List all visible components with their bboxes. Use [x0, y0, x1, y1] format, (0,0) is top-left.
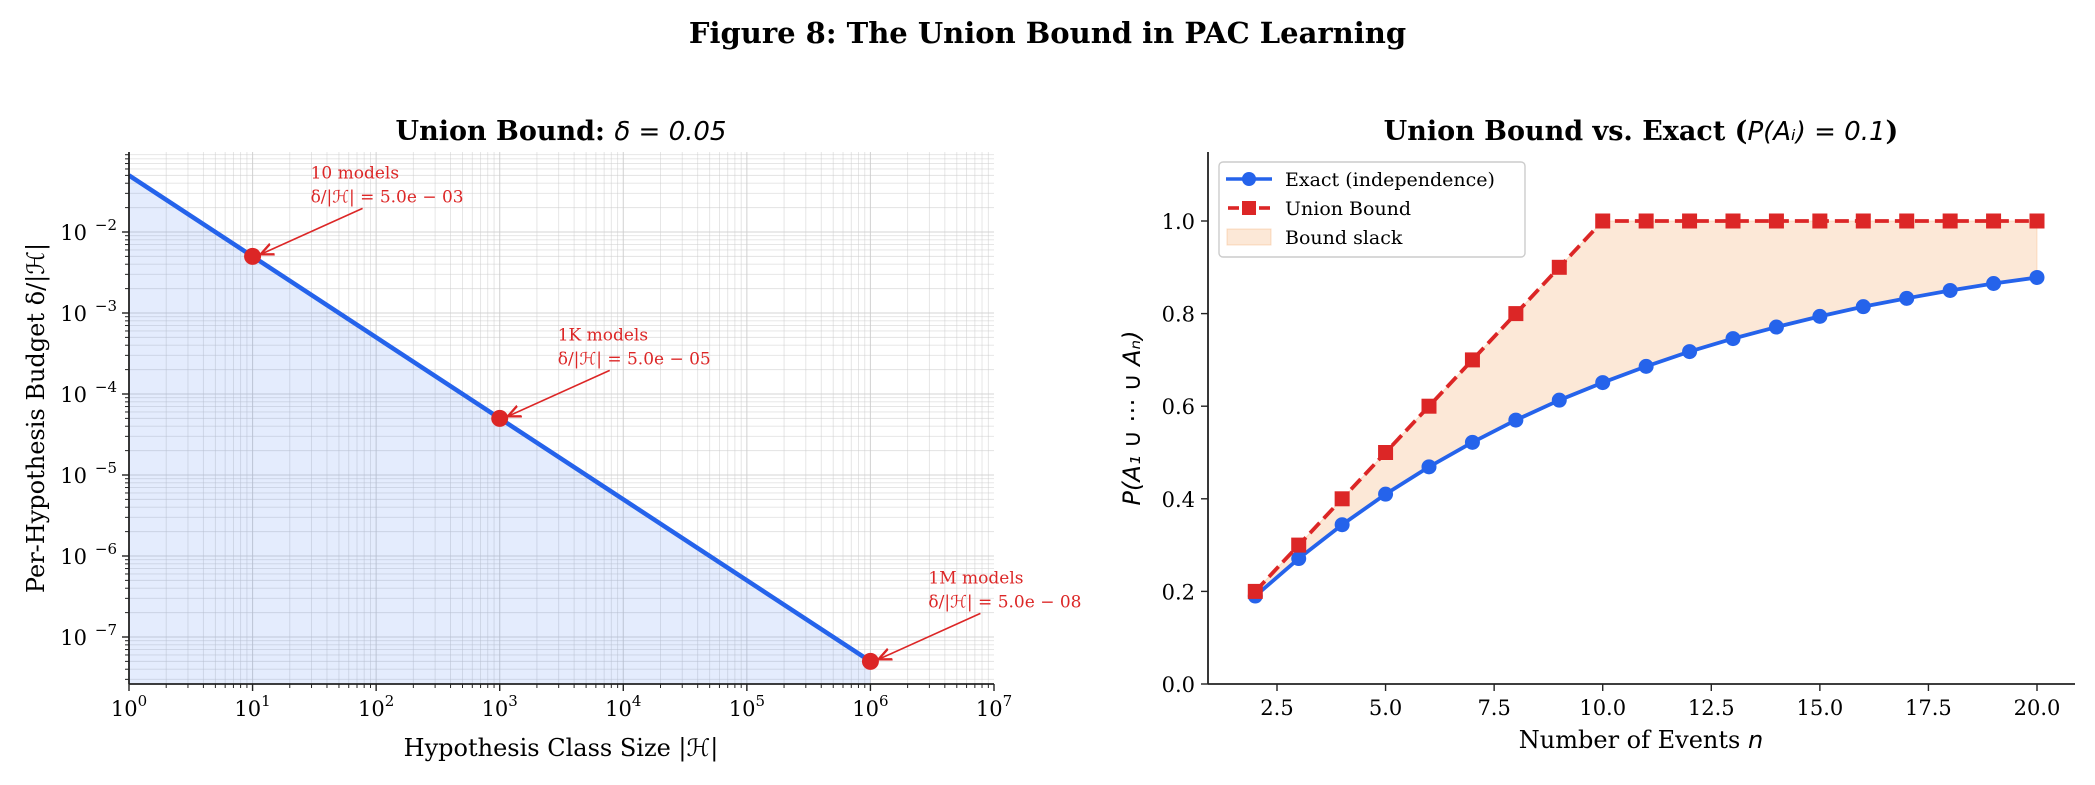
- svg-text:15.0: 15.0: [1796, 696, 1843, 720]
- svg-text:0.0: 0.0: [1162, 673, 1195, 697]
- svg-text:10: 10: [60, 464, 87, 488]
- svg-text:10: 10: [60, 383, 87, 407]
- svg-text:δ/|ℋ| = 5.0e − 05: δ/|ℋ| = 5.0e − 05: [558, 349, 711, 369]
- right-series-lines: [1247, 213, 2045, 604]
- right-y-axis-label: P(A₁ ∪ ⋯ ∪ Aₙ): [1118, 331, 1146, 506]
- svg-text:103: 103: [482, 692, 518, 721]
- left-tick-labels: 100 101 102 103 104 105 106 107 10 −2 10 −3 10 −4 10 −5…: [60, 216, 1012, 721]
- left-x-axis-label: Hypothesis Class Size |ℋ|: [404, 734, 719, 763]
- svg-text:10: 10: [60, 221, 87, 245]
- svg-text:1.0: 1.0: [1162, 210, 1195, 234]
- svg-text:δ/|ℋ| = 5.0e − 08: δ/|ℋ| = 5.0e − 08: [928, 592, 1081, 612]
- svg-text:0.6: 0.6: [1162, 395, 1195, 419]
- svg-text:−5: −5: [95, 459, 117, 477]
- right-chart-panel: 2.5 5.0 7.5 10.0 12.5 15.0 17.5 20.0 0.0 0.2 0.4 0.…: [1118, 116, 2075, 754]
- svg-text:105: 105: [729, 692, 765, 721]
- svg-text:2.5: 2.5: [1260, 696, 1293, 720]
- svg-text:7.5: 7.5: [1477, 696, 1510, 720]
- svg-text:102: 102: [358, 692, 394, 721]
- left-chart-panel: 100 101 102 103 104 105 106 107 10 −2 10 −3 10 −4 10 −5…: [22, 116, 1081, 763]
- svg-text:0.8: 0.8: [1162, 303, 1195, 327]
- svg-text:0.2: 0.2: [1162, 580, 1195, 604]
- svg-text:20.0: 20.0: [2014, 696, 2061, 720]
- figure-title: Figure 8: The Union Bound in PAC Learnin…: [688, 16, 1407, 50]
- right-x-axis-label: Number of Events n: [1519, 726, 1763, 754]
- svg-text:Exact (independence): Exact (independence): [1285, 169, 1495, 191]
- svg-text:17.5: 17.5: [1905, 696, 1952, 720]
- right-chart-title: Union Bound vs. Exact (P(Aᵢ) = 0.1): [1384, 116, 1899, 147]
- svg-text:10: 10: [60, 302, 87, 326]
- svg-text:δ/|ℋ| = 5.0e − 03: δ/|ℋ| = 5.0e − 03: [311, 187, 464, 207]
- left-annotations: 10 models δ/|ℋ| = 5.0e − 03 1K models δ/|ℋ|…: [244, 163, 1081, 670]
- svg-text:10: 10: [60, 545, 87, 569]
- svg-text:Union Bound: Union Bound: [1285, 198, 1411, 220]
- right-tick-labels: 2.5 5.0 7.5 10.0 12.5 15.0 17.5 20.0 0.0 0.2 0.4 0.…: [1162, 210, 2061, 720]
- right-axes: [1201, 152, 2075, 691]
- left-area-fill: [129, 175, 871, 684]
- left-axes: [122, 152, 995, 691]
- svg-text:−4: −4: [95, 378, 117, 396]
- svg-text:0.4: 0.4: [1162, 488, 1195, 512]
- svg-text:1M models: 1M models: [928, 568, 1023, 588]
- svg-text:12.5: 12.5: [1688, 696, 1735, 720]
- svg-text:104: 104: [605, 692, 641, 721]
- left-y-axis-label: Per-Hypothesis Budget δ/|ℋ|: [22, 243, 51, 593]
- bound-slack-fill: [1254, 220, 2038, 598]
- svg-text:5.0: 5.0: [1369, 696, 1402, 720]
- svg-text:10: 10: [60, 626, 87, 650]
- svg-text:−7: −7: [95, 621, 117, 639]
- svg-text:−2: −2: [95, 216, 117, 234]
- svg-text:10 models: 10 models: [311, 163, 400, 183]
- left-grid: [129, 152, 994, 684]
- svg-text:Bound slack: Bound slack: [1285, 227, 1403, 249]
- svg-text:106: 106: [852, 692, 888, 721]
- left-chart-title: Union Bound: δ = 0.05: [396, 116, 727, 147]
- svg-text:1K models: 1K models: [558, 325, 648, 345]
- svg-text:10.0: 10.0: [1579, 696, 1626, 720]
- svg-text:101: 101: [234, 692, 270, 721]
- svg-text:100: 100: [111, 692, 147, 721]
- svg-text:−3: −3: [95, 297, 117, 315]
- svg-text:−6: −6: [95, 540, 117, 558]
- chart-legend: Exact (independence) Union Bound Bound sla…: [1218, 161, 1526, 258]
- svg-text:107: 107: [976, 692, 1012, 721]
